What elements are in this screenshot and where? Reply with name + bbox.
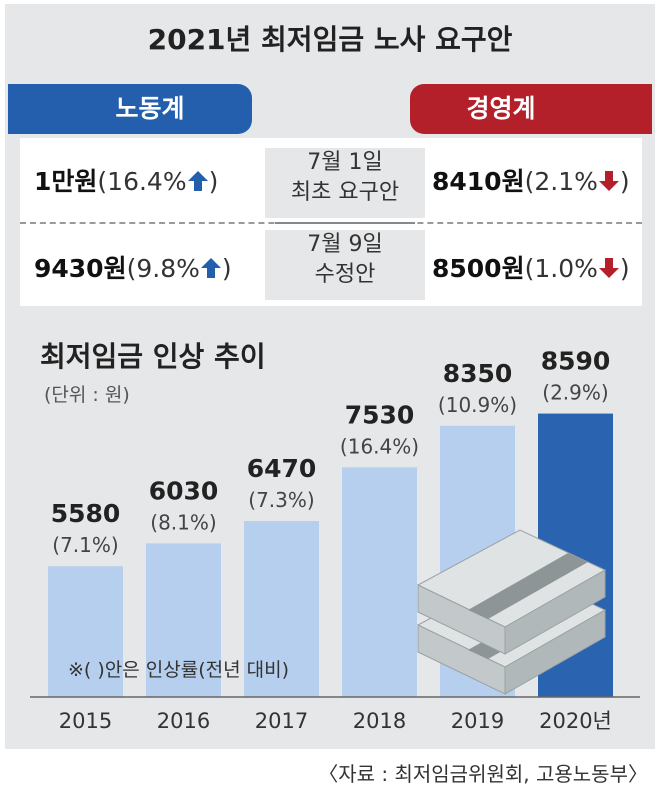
labor-revised-pct: (9.8% [126,254,200,283]
round-1-label: 7월 1일 최초 요구안 [265,148,425,218]
bar-2016 [146,543,221,697]
management-initial-pct: (2.1% [524,167,598,196]
chart-title: 최저임금 인상 추이 [40,340,266,373]
management-revised-close: ) [619,254,630,283]
bar-pct-label: (16.4%) [340,434,419,458]
management-initial-amount: 8410원 [432,167,525,196]
chart-note: ※( )안은 인상률(전년 대비) [68,659,290,681]
bar-value-label: 8590 [541,347,611,376]
up-arrow-icon [187,171,208,191]
management-initial-close: ) [619,167,630,196]
round-2-label: 7월 9일 수정안 [265,230,425,300]
management-header: 경영계 [410,84,652,134]
management-revised-cell: 8500원(1.0%) [432,249,630,285]
chart-unit: (단위 : 원) [44,384,130,406]
labor-revised-amount: 9430원 [34,254,127,283]
labor-initial-cell: 1만원(16.4%) [34,162,218,198]
down-arrow-icon [598,258,619,278]
round-divider [275,222,415,224]
up-arrow-icon [200,258,221,278]
x-tick-label: 2016 [157,709,210,733]
round-1-date: 7월 1일 [307,150,383,175]
round-1-name: 최초 요구안 [290,180,400,205]
bar-pct-label: (7.1%) [52,533,118,557]
x-tick-label: 2015 [59,709,112,733]
page-title: 2021년 최저임금 노사 요구안 [147,23,513,56]
down-arrow-icon [598,171,619,191]
bar-pct-label: (2.9%) [542,381,608,405]
labor-header: 노동계 [8,84,252,134]
bar-2015 [48,566,123,697]
labor-initial-pct: (16.4% [97,167,187,196]
bar-value-label: 6030 [149,476,219,505]
bar-value-label: 5580 [51,499,121,528]
management-revised-pct: (1.0% [524,254,598,283]
round-2-name: 수정안 [314,262,376,287]
x-tick-label: 2019 [451,709,504,733]
management-revised-amount: 8500원 [432,254,525,283]
bar-pct-label: (7.3%) [248,488,314,512]
x-tick-label: 2020년 [539,709,612,733]
bar-pct-label: (10.9%) [438,393,517,417]
proposal-table: 1만원(16.4%) 7월 1일 최초 요구안 8410원(2.1%) 9430… [20,138,642,306]
labor-initial-close: ) [208,167,219,196]
x-tick-label: 2018 [353,709,406,733]
labor-revised-cell: 9430원(9.8%) [34,249,232,285]
x-tick-label: 2017 [255,709,308,733]
bar-pct-label: (8.1%) [150,510,216,534]
bar-value-label: 8350 [443,359,513,388]
management-initial-cell: 8410원(2.1%) [432,162,630,198]
bar-2017 [244,521,319,697]
labor-initial-amount: 1만원 [34,167,98,196]
labor-revised-close: ) [221,254,232,283]
bar-2018 [342,467,417,697]
round-2-date: 7월 9일 [307,232,383,257]
bar-value-label: 6470 [247,454,317,483]
source-credit: 〈자료 : 최저임금위원회, 고용노동부〉 [318,762,648,786]
bar-value-label: 7530 [345,400,415,429]
money-stack-illustration [416,529,607,695]
